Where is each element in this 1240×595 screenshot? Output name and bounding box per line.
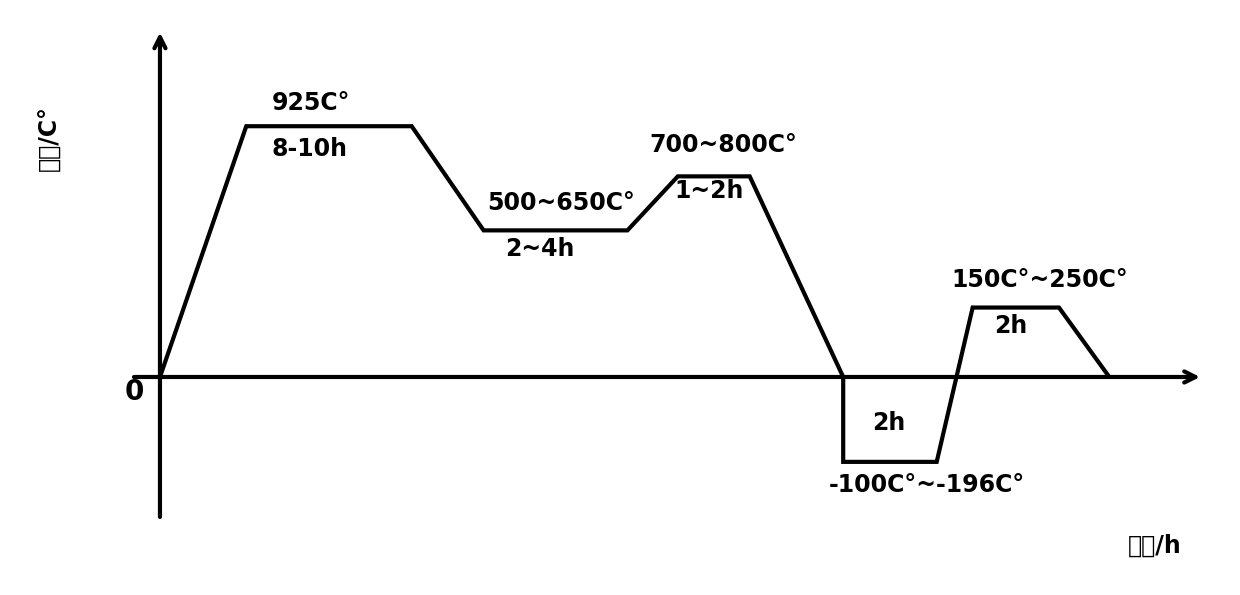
Text: 925C°: 925C° [272, 90, 350, 115]
Text: -100C°~-196C°: -100C°~-196C° [828, 472, 1025, 497]
Text: 150C°~250C°: 150C°~250C° [951, 268, 1128, 292]
Text: 0: 0 [125, 378, 145, 406]
Text: 2h: 2h [994, 314, 1028, 339]
Text: 1~2h: 1~2h [675, 179, 744, 203]
Text: 2h: 2h [872, 411, 905, 435]
Text: 时间/h: 时间/h [1127, 534, 1182, 558]
Text: 8-10h: 8-10h [272, 137, 347, 161]
Text: 温度/C°: 温度/C° [36, 105, 61, 171]
Text: 500~650C°: 500~650C° [487, 191, 635, 215]
Text: 700~800C°: 700~800C° [649, 133, 797, 157]
Text: 2~4h: 2~4h [505, 237, 574, 261]
